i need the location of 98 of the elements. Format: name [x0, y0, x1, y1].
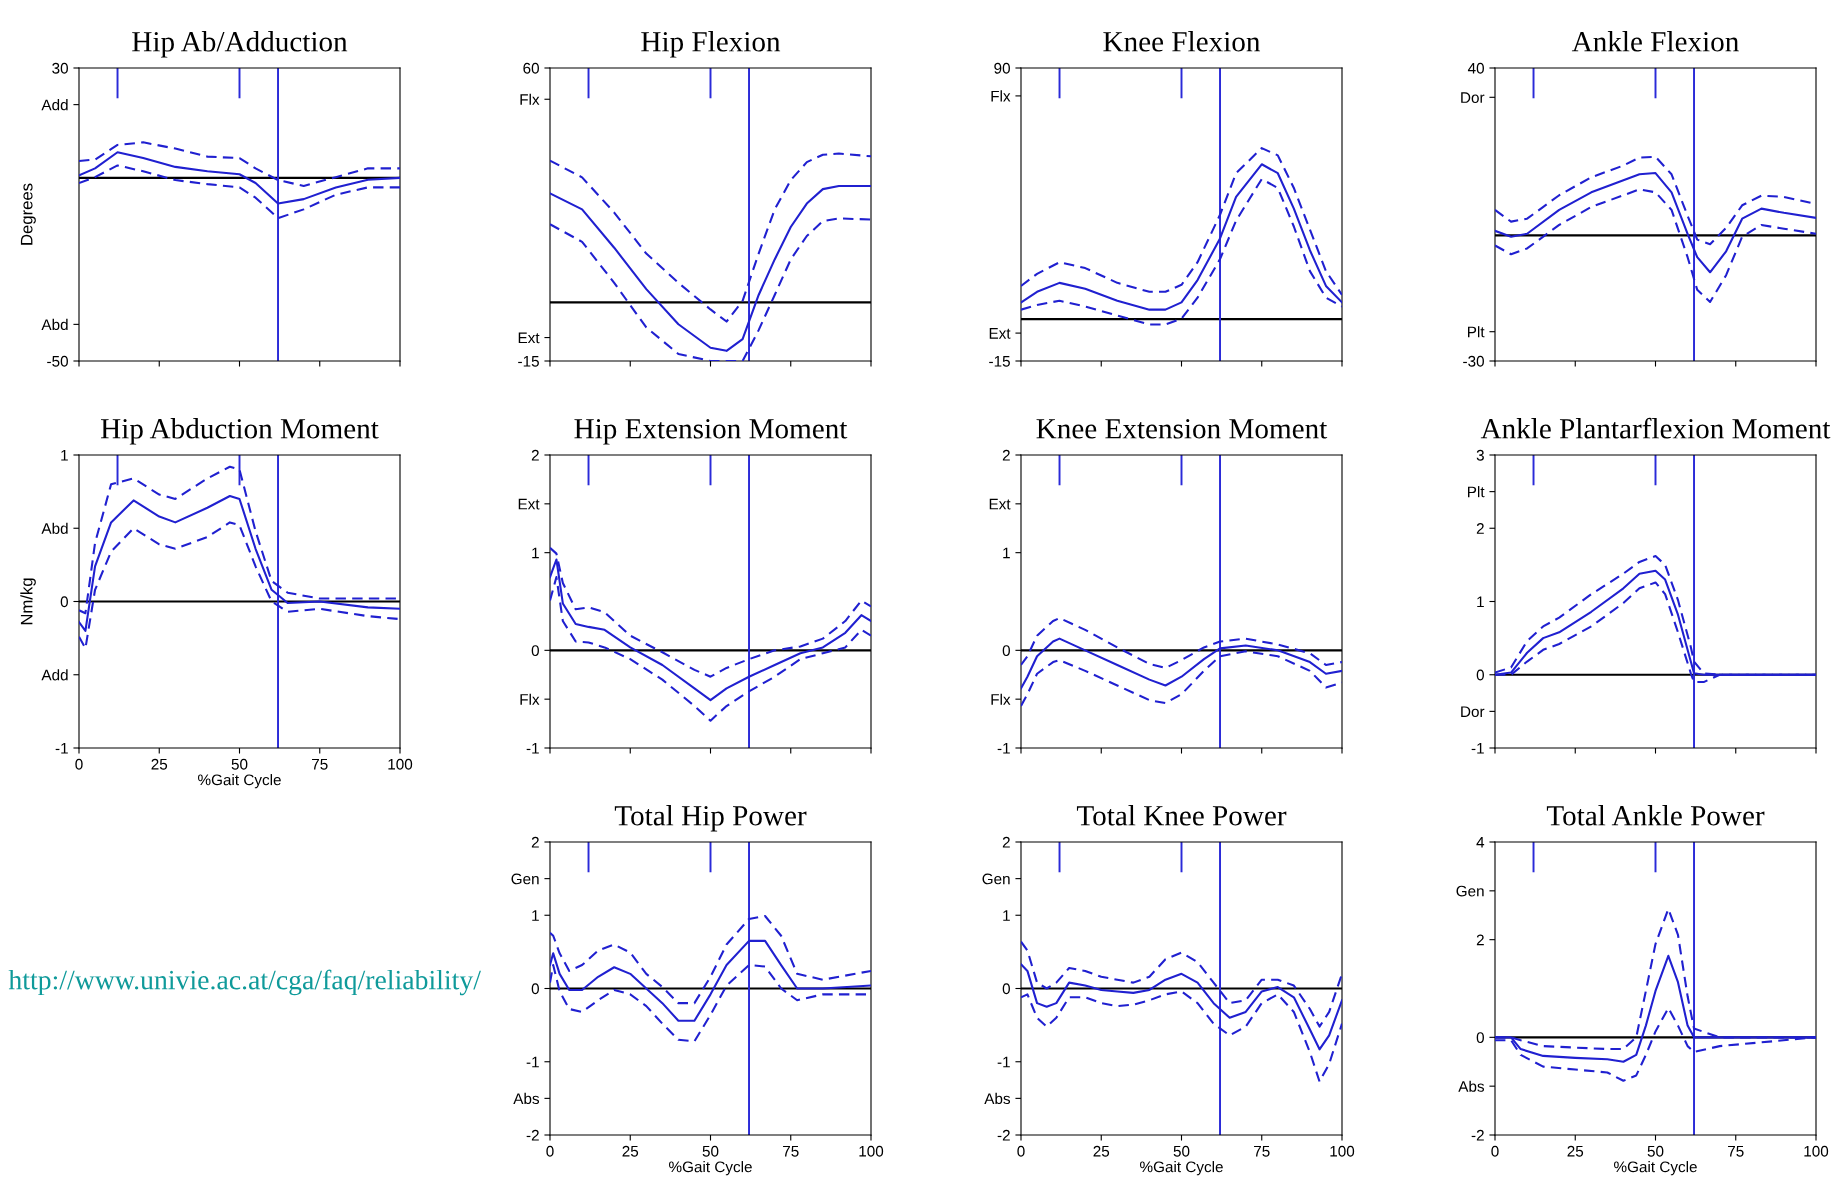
y-tick-label: -30: [1463, 355, 1484, 367]
y-tick-label: 1: [1477, 596, 1484, 608]
x-tick-label: 0: [75, 758, 83, 770]
x-tick-label: 50: [702, 1145, 719, 1157]
y-tick-label: -1: [526, 743, 539, 754]
y-tick-label: -1: [1471, 743, 1484, 754]
chart-title: Total Ankle Power: [1546, 805, 1765, 826]
y-tick-label: -2: [526, 1129, 539, 1141]
x-tick-label: 25: [1567, 1145, 1584, 1157]
x-axis-title: %Gait Cycle: [1614, 1161, 1697, 1176]
chart-title: Hip Flexion: [641, 31, 781, 58]
y-tick-label: Abd: [41, 318, 68, 331]
chart-title: Ankle Plantarflexion Moment: [1480, 417, 1831, 439]
x-tick-label: 0: [546, 1145, 554, 1157]
y-tick-label: -1: [526, 1056, 539, 1068]
y-tick-label: 1: [532, 547, 539, 559]
y-tick-label: Dor: [1461, 706, 1485, 718]
chart-title: Knee Flexion: [1103, 31, 1261, 52]
x-tick-label: 75: [312, 758, 328, 770]
y-tick-label: 2: [531, 449, 539, 461]
y-tick-label: Flx: [991, 693, 1011, 705]
y-tick-label: -15: [989, 356, 1010, 367]
chart-title: Hip Extension Moment: [574, 419, 848, 445]
y-tick-label: 2: [1476, 523, 1484, 534]
x-tick-label: 25: [151, 758, 168, 770]
y-tick-label: Abs: [1458, 1080, 1485, 1092]
y-tick-label: -1: [55, 743, 68, 754]
y-tick-label: 1: [1003, 547, 1010, 559]
y-tick-label: -1: [997, 743, 1010, 754]
x-axis-title: %Gait Cycle: [198, 774, 281, 789]
y-tick-label: 0: [1476, 669, 1484, 681]
y-tick-label: Flx: [991, 90, 1011, 102]
y-tick-label: Ext: [989, 328, 1011, 339]
y-tick-label: 2: [1476, 934, 1484, 946]
y-tick-label: 0: [1002, 645, 1010, 657]
x-tick-label: 0: [1491, 1145, 1499, 1157]
x-tick-label: 100: [388, 758, 413, 770]
y-tick-label: -50: [47, 355, 68, 367]
y-tick-label: Dor: [1461, 92, 1485, 103]
chart-title: Total Knee Power: [1076, 805, 1287, 826]
y-tick-label: 1: [61, 450, 68, 461]
y-tick-label: 0: [531, 645, 539, 657]
y-tick-label: 0: [1476, 1032, 1484, 1044]
y-tick-label: Gen: [982, 873, 1010, 885]
y-tick-label: -2: [1471, 1129, 1484, 1141]
y-tick-label: Abs: [513, 1092, 540, 1105]
x-tick-label: 50: [231, 758, 248, 770]
x-axis-title: %Gait Cycle: [669, 1161, 752, 1176]
y-tick-label: Plt: [1468, 486, 1485, 498]
chart-title: Knee Extension Moment: [1036, 419, 1328, 439]
x-tick-label: 100: [1804, 1145, 1829, 1157]
y-tick-label: 4: [1476, 837, 1485, 848]
y-tick-label: 1: [532, 910, 539, 921]
y-tick-label: 60: [523, 62, 539, 74]
chart-title: Ankle Flexion: [1571, 31, 1739, 52]
x-tick-label: 0: [1017, 1145, 1025, 1157]
y-tick-label: Plt: [1468, 326, 1485, 338]
chart-title: Hip Abduction Moment: [100, 418, 379, 445]
y-tick-label: 0: [60, 596, 68, 608]
y-tick-label: 2: [531, 836, 539, 848]
y-tick-label: Flx: [520, 93, 540, 105]
y-tick-label: 2: [1002, 449, 1010, 461]
y-tick-label: Ext: [989, 498, 1011, 510]
y-tick-label: Abd: [41, 522, 68, 534]
chart-title: Hip Ab/Adduction: [132, 31, 348, 58]
x-tick-label: 25: [1093, 1145, 1110, 1157]
y-tick-label: 1: [1003, 910, 1010, 921]
y-tick-label: -2: [997, 1129, 1010, 1141]
x-tick-label: 100: [859, 1145, 884, 1157]
y-tick-label: 0: [531, 983, 539, 995]
y-tick-label: -15: [518, 356, 539, 367]
y-tick-label: Gen: [1456, 885, 1484, 897]
y-tick-label: 40: [1467, 62, 1484, 74]
text: http://www.univie.ac.at/cga/faq/reliability/: [8, 969, 481, 996]
y-tick-label: Gen: [511, 873, 539, 885]
chart-title: Total Hip Power: [614, 805, 807, 832]
y-tick-label: Ext: [518, 498, 540, 510]
y-tick-label: Add: [41, 669, 68, 681]
y-tick-label: 30: [52, 62, 68, 74]
x-tick-label: 50: [1647, 1145, 1664, 1157]
y-tick-label: 90: [994, 62, 1010, 74]
x-tick-label: 75: [1728, 1145, 1744, 1157]
y-tick-label: Add: [41, 99, 68, 111]
y-tick-label: Ext: [518, 332, 540, 344]
y-tick-label: 2: [1002, 836, 1010, 848]
x-tick-label: 50: [1173, 1145, 1190, 1157]
x-tick-label: 75: [783, 1145, 799, 1157]
y-axis-title: Degrees: [20, 183, 36, 245]
y-tick-label: 0: [1002, 983, 1010, 995]
x-axis-title: %Gait Cycle: [1140, 1161, 1223, 1176]
y-tick-label: Flx: [520, 693, 540, 705]
y-tick-label: -1: [997, 1056, 1010, 1068]
x-tick-label: 100: [1330, 1145, 1355, 1157]
y-tick-label: 3: [1476, 449, 1484, 461]
x-tick-label: 75: [1254, 1145, 1270, 1157]
y-axis-title: Nm/kg: [20, 578, 36, 625]
x-tick-label: 25: [622, 1145, 639, 1157]
y-tick-label: Abs: [984, 1092, 1011, 1105]
